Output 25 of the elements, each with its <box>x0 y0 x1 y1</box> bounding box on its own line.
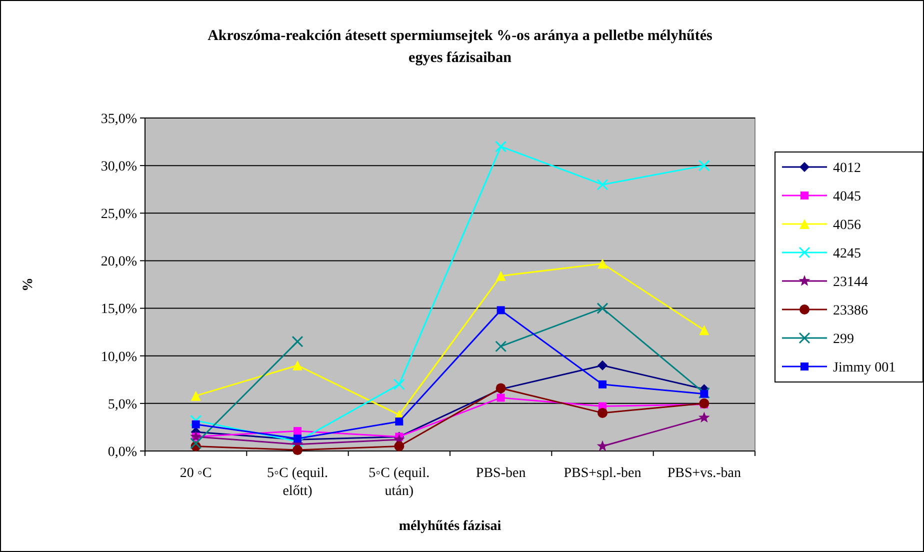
chart-title: Akroszóma-reakción átesett spermiumsejtek %-os aránya a pelletbe mélyhűtés egyes fázisaiban <box>208 28 713 66</box>
y-tick-label: 0,0% <box>108 444 138 460</box>
x-tick-label: 5◦C (equil. előtt) <box>267 466 328 499</box>
x-tick-label: 20 ◦C <box>180 466 212 481</box>
legend-label: 23386 <box>833 303 868 318</box>
legend-label: 4056 <box>833 218 861 233</box>
legend-label: 4012 <box>833 160 861 176</box>
legend-label: 4045 <box>833 189 861 204</box>
y-tick-label: 15,0% <box>100 302 138 318</box>
y-tick-label: 5,0% <box>108 397 138 412</box>
x-axis-title: mélyhűtés fázisai <box>398 519 502 534</box>
legend-label: 299 <box>833 332 854 347</box>
y-tick-label: 30,0% <box>100 159 138 174</box>
y-tick-label: 10,0% <box>100 350 138 365</box>
x-tick-label: 5◦C (equil. után) <box>368 466 430 499</box>
y-axis-title: % <box>21 278 36 292</box>
x-tick-label: PBS+spl.-ben <box>564 466 642 481</box>
y-tick-label: 25,0% <box>100 207 138 222</box>
legend-label: 23144 <box>833 274 868 290</box>
legend-label: Jimmy 001 <box>833 360 896 376</box>
x-tick-label: PBS-ben <box>476 466 526 481</box>
x-tick-label: PBS+vs.-ban <box>667 466 741 481</box>
y-tick-label: 35,0% <box>100 112 138 127</box>
y-tick-label: 20,0% <box>100 254 138 270</box>
legend-label: 4245 <box>833 246 861 262</box>
